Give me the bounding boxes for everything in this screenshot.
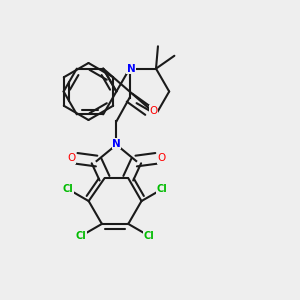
Text: O: O: [149, 106, 158, 116]
Text: N: N: [127, 64, 136, 74]
Text: O: O: [67, 153, 76, 164]
Text: O: O: [157, 153, 166, 164]
Text: N: N: [112, 139, 121, 149]
Text: Cl: Cl: [63, 184, 74, 194]
Text: Cl: Cl: [157, 184, 167, 194]
Text: Cl: Cl: [76, 231, 87, 241]
Text: Cl: Cl: [143, 231, 154, 241]
